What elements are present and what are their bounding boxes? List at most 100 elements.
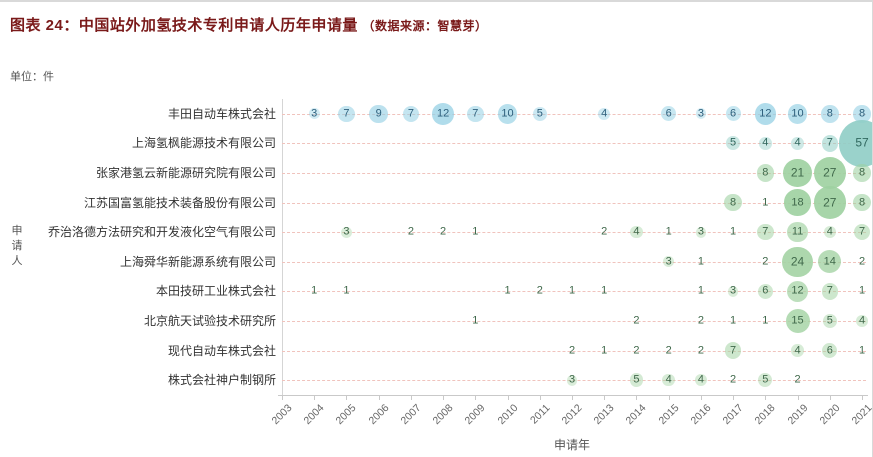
x-tick	[507, 395, 509, 400]
x-tick-label: 2019	[785, 402, 811, 428]
bubble-value: 1	[762, 314, 769, 327]
x-tick	[410, 395, 412, 400]
bubble-value: 8	[730, 196, 737, 209]
bubble	[787, 103, 808, 124]
bubble	[725, 106, 741, 122]
bubble	[785, 308, 810, 333]
x-tick-label: 2020	[817, 402, 843, 428]
bubble-value: 6	[762, 284, 769, 297]
x-tick-label: 2006	[366, 402, 392, 428]
bubble-value: 4	[794, 136, 801, 149]
row-grid-line	[282, 291, 866, 293]
bubble-value: 9	[375, 107, 382, 120]
x-tick	[668, 395, 670, 400]
bubble-value: 2	[633, 344, 640, 357]
bubble-value: 5	[633, 373, 640, 386]
bubble	[791, 137, 804, 150]
bubble-value: 3	[697, 107, 704, 120]
unit-label: 单位：件	[10, 71, 54, 83]
y-axis-line	[282, 99, 283, 395]
bubble-value: 11	[791, 225, 804, 238]
x-tick	[700, 395, 702, 400]
bubble-value: 7	[407, 107, 414, 120]
bubble-value: 2	[697, 344, 704, 357]
x-tick-label: 2010	[495, 402, 521, 428]
bubble-value: 7	[762, 225, 769, 238]
bubble-value: 2	[762, 255, 769, 268]
bubble-value: 2	[858, 255, 866, 268]
bubble	[432, 103, 454, 125]
bubble-value: 4	[794, 344, 801, 357]
bubble-value: 7	[472, 107, 479, 120]
row-grid-line	[282, 380, 866, 382]
row-grid-line	[282, 113, 866, 115]
bubble-value: 1	[472, 225, 479, 238]
chart-row-label: 丰田自动车株式会社	[167, 106, 276, 121]
bubble	[338, 105, 355, 122]
bubble-value: 2	[697, 314, 704, 327]
bubble-value: 4	[858, 314, 866, 327]
x-tick-label: 2021	[849, 402, 873, 428]
bubble-value: 3	[730, 284, 737, 297]
x-tick	[604, 395, 606, 400]
bubble	[757, 223, 774, 241]
chart-row-label: 现代自动车株式会社	[167, 343, 276, 358]
bubble-value: 2	[568, 344, 576, 357]
bubble-value: 4	[601, 107, 608, 120]
bubble-value: 1	[858, 344, 866, 357]
x-tick-label: 2016	[688, 402, 714, 428]
bubble-value: 8	[826, 107, 833, 120]
bubble-value: 12	[791, 284, 804, 297]
x-tick	[797, 395, 799, 400]
x-tick	[346, 395, 348, 400]
bubble-value: 8	[762, 166, 769, 179]
bubble-value: 3	[343, 225, 350, 238]
bubble	[784, 189, 811, 216]
bubble	[853, 164, 871, 182]
bubble-value: 1	[730, 314, 737, 327]
bubble-value: 1	[730, 225, 737, 238]
data-source-note: （数据来源：智慧芽）	[362, 19, 488, 33]
bubble-value: 5	[536, 107, 543, 120]
bubble	[663, 256, 675, 268]
bubble-value: 1	[568, 284, 576, 297]
chart-row-label: 乔治洛德方法研究和开发液化空气有限公司	[47, 225, 276, 240]
bubble	[727, 286, 739, 297]
bubble	[369, 104, 388, 124]
bubble-value: 8	[858, 107, 866, 120]
x-tick-label: 2003	[269, 402, 295, 428]
chart-row-label: 江苏国富氢能技术装备股份有限公司	[83, 195, 276, 210]
bubble-value: 12	[436, 107, 450, 120]
bubble-value: 5	[730, 136, 737, 149]
bubble	[724, 342, 742, 359]
bubble-value: 2	[440, 225, 447, 238]
bubble	[341, 226, 352, 238]
bubble-value: 2	[665, 344, 672, 357]
bubble-value: 8	[858, 166, 866, 179]
bubble-value: 24	[790, 254, 805, 269]
chart-row-label: 上海舜华新能源系统有限公司	[119, 254, 276, 269]
bubble-value: 2	[601, 225, 608, 238]
bubble-value: 2	[730, 373, 737, 386]
x-axis-line	[278, 395, 868, 396]
x-tick-label: 2005	[333, 402, 359, 428]
bubble-value: 6	[665, 107, 672, 120]
x-tick-label: 2018	[752, 402, 778, 428]
bubble	[662, 374, 675, 387]
x-tick	[572, 395, 573, 400]
bubble-value: 2	[794, 373, 801, 386]
x-tick	[282, 395, 283, 400]
bubble	[813, 186, 846, 219]
bubble-value: 57	[855, 135, 869, 150]
bubble	[759, 137, 772, 150]
bubble	[783, 158, 812, 188]
bubble-value: 2	[407, 225, 414, 238]
bubble	[822, 314, 837, 328]
bubble	[532, 106, 547, 121]
bubble	[724, 193, 742, 212]
bubble	[402, 105, 420, 122]
x-tick-label: 2015	[656, 402, 682, 428]
bubble-value: 12	[759, 107, 772, 120]
figure-title: 图表 24：中国站外加氢技术专利申请人历年申请量 （数据来源：智慧芽）	[10, 14, 488, 35]
bubble	[821, 135, 838, 152]
